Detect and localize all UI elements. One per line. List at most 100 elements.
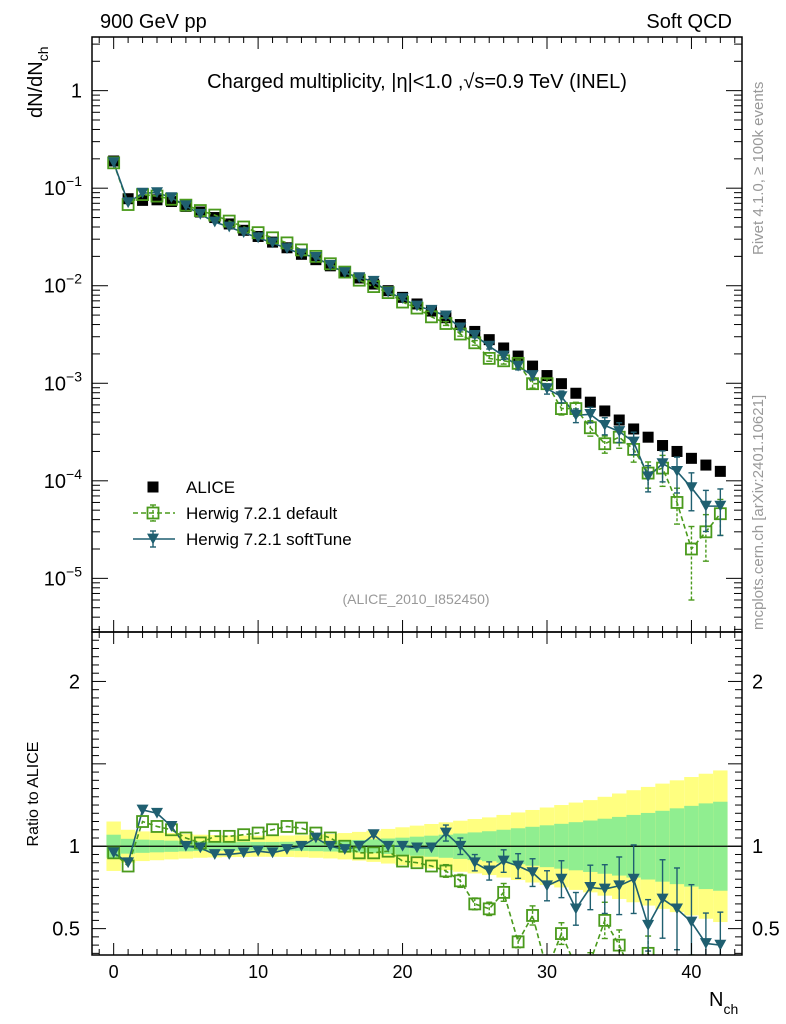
y-tick-base: 10	[44, 471, 66, 493]
softtune-ratio-point	[338, 844, 351, 855]
legend-default-label: Herwig 7.2.1 default	[186, 504, 337, 523]
chart-title: Charged multiplicity, |η|<1.0 ,√s=0.9 Te…	[207, 71, 627, 93]
default-ratio-point	[251, 826, 265, 840]
y-tick-base: 10	[44, 178, 66, 200]
softtune-ratio-point	[165, 821, 178, 832]
softtune-point	[122, 197, 135, 209]
default-ratio-point	[150, 820, 164, 833]
softtune-point	[468, 329, 481, 341]
softtune-point	[627, 436, 640, 448]
softtune-point	[396, 293, 409, 304]
alice-point	[512, 350, 524, 362]
y-axis-label-sub: ch	[35, 47, 51, 62]
legend-alice-marker	[147, 481, 159, 493]
softtune-point	[107, 157, 120, 168]
header-left: 900 GeV pp	[100, 11, 207, 33]
y-tick-exponent: −1	[66, 173, 82, 189]
softtune-point	[613, 426, 626, 437]
default-ratio-point	[222, 829, 236, 843]
x-tick-label: 40	[681, 962, 701, 982]
softtune-ratio-point	[425, 842, 438, 854]
legend-alice-label: ALICE	[186, 478, 235, 497]
x-axis-label: Nch	[709, 989, 738, 1017]
softtune-ratio-point	[555, 873, 568, 885]
default-ratio-point	[425, 859, 438, 873]
default-ratio-point	[280, 820, 294, 833]
y-tick-base: 10	[44, 568, 66, 590]
softtune-point	[656, 458, 669, 470]
softtune-ratio-point	[642, 919, 655, 931]
softtune-ratio-point	[598, 883, 611, 895]
softtune-ratio-point	[252, 845, 265, 857]
default-ratio-point	[107, 846, 121, 860]
softtune-ratio-point	[454, 840, 467, 852]
ratio-tick-label: 2	[69, 671, 80, 693]
alice-point	[671, 445, 683, 457]
softtune-point	[165, 192, 178, 204]
alice-point	[527, 360, 539, 372]
ratio-tick-label-right: 1	[752, 836, 763, 858]
softtune-ratio-point	[569, 903, 582, 915]
y-tick-exponent: −5	[66, 563, 82, 579]
softtune-ratio-point	[541, 880, 553, 892]
default-ratio-point	[266, 823, 279, 837]
alice-point	[714, 465, 726, 477]
alice-point	[628, 423, 640, 435]
alice-point	[700, 459, 712, 471]
softtune-ratio-point	[382, 840, 395, 852]
legend-softtune-label: Herwig 7.2.1 softTune	[186, 530, 352, 549]
softtune-ratio-point	[411, 842, 423, 854]
softtune-ratio-point	[223, 849, 236, 860]
softtune-ratio-point	[584, 882, 597, 893]
legend-default-marker	[146, 506, 160, 520]
ratio-tick-label-right: 0.5	[752, 919, 780, 941]
softtune-ratio-point	[497, 855, 510, 867]
softtune-ratio-point	[439, 827, 452, 839]
y-tick-label: 10−5	[44, 563, 82, 590]
softtune-ratio-point	[714, 939, 727, 951]
ratio-tick-label-right: 2	[752, 671, 763, 693]
softtune-point	[309, 252, 322, 263]
softtune-point	[439, 310, 452, 322]
default-point	[685, 542, 698, 556]
softtune-ratio-point	[656, 893, 669, 905]
softtune-ratio-point	[627, 873, 640, 885]
alice-point	[657, 440, 669, 452]
default-ratio-point	[237, 828, 251, 842]
softtune-point	[179, 200, 192, 212]
analysis-label: (ALICE_2010_I852450)	[342, 591, 489, 607]
alice-point	[151, 194, 163, 206]
softtune-ratio-point	[122, 857, 135, 869]
softtune-point	[598, 419, 611, 431]
default-ratio-point	[367, 846, 381, 860]
mcplots-credit: mcplots.cern.ch [arXiv:2401.10621]	[750, 395, 767, 630]
softtune-point	[569, 409, 582, 421]
softtune-ratio-point	[324, 840, 337, 852]
default-ratio-point	[715, 973, 726, 984]
default-ratio-point	[570, 961, 581, 972]
default-ratio-point	[628, 973, 639, 984]
softtune-point	[714, 500, 727, 512]
alice-point	[613, 414, 625, 426]
softtune-point	[642, 471, 655, 483]
y-tick-base: 10	[44, 373, 66, 395]
y-tick-label: 1	[71, 81, 82, 103]
softtune-point	[483, 340, 496, 352]
default-ratio-point	[468, 897, 482, 911]
alice-point	[599, 405, 611, 417]
softtune-point	[237, 227, 250, 239]
default-ratio-point	[396, 854, 409, 868]
x-tick-label: 30	[537, 962, 557, 982]
y-axis-label: dN/dNch	[25, 47, 51, 119]
softtune-ratio-point	[685, 916, 698, 928]
softtune-point	[555, 391, 568, 403]
softtune-point	[338, 267, 351, 279]
ratio-tick-label: 1	[69, 836, 80, 858]
softtune-point	[151, 187, 163, 199]
softtune-point	[194, 208, 207, 220]
softtune-ratio-point	[367, 829, 380, 841]
alice-point	[685, 452, 697, 464]
default-ratio-point	[555, 927, 568, 940]
